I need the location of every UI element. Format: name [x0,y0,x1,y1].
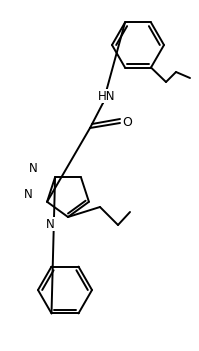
Text: O: O [122,117,132,130]
Text: HN: HN [98,90,116,102]
Text: N: N [29,161,37,174]
Text: N: N [46,218,54,231]
Text: N: N [24,188,32,201]
